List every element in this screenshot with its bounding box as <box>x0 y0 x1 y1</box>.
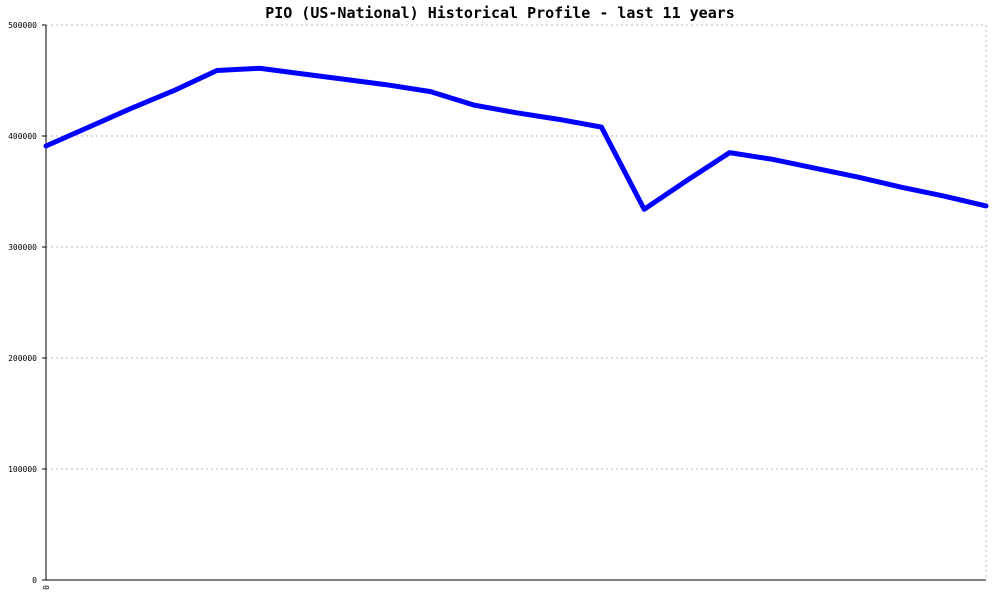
y-tick-label: 0 <box>32 576 37 585</box>
series-line <box>43 65 989 212</box>
y-tick-label: 200000 <box>8 354 37 363</box>
series-layer <box>43 65 989 212</box>
x-tick-label: 0 <box>42 585 51 590</box>
grid-lines <box>46 24 987 580</box>
tick-labels: 0 100000 200000 300000 400000 500000 0 <box>8 21 51 590</box>
chart-title: PIO (US-National) Historical Profile - l… <box>265 4 735 22</box>
y-tick-label: 100000 <box>8 465 37 474</box>
axes <box>42 24 986 581</box>
y-tick-label: 400000 <box>8 132 37 141</box>
y-tick-label: 500000 <box>8 21 37 30</box>
y-tick-label: 300000 <box>8 243 37 252</box>
